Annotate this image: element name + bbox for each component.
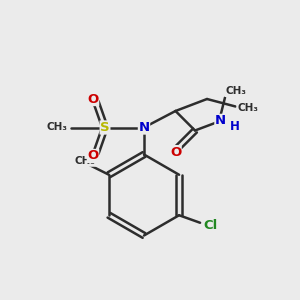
Text: CH₃: CH₃ — [237, 103, 258, 113]
Text: O: O — [87, 149, 99, 163]
Text: O: O — [87, 92, 99, 106]
Text: CH₃: CH₃ — [46, 122, 68, 133]
Text: Cl: Cl — [203, 219, 218, 232]
Text: H: H — [230, 120, 239, 134]
Text: S: S — [100, 121, 110, 134]
Text: O: O — [170, 146, 181, 159]
Text: CH₃: CH₃ — [74, 156, 95, 166]
Text: N: N — [215, 114, 226, 128]
Text: N: N — [138, 121, 150, 134]
Text: CH₃: CH₃ — [225, 86, 246, 97]
